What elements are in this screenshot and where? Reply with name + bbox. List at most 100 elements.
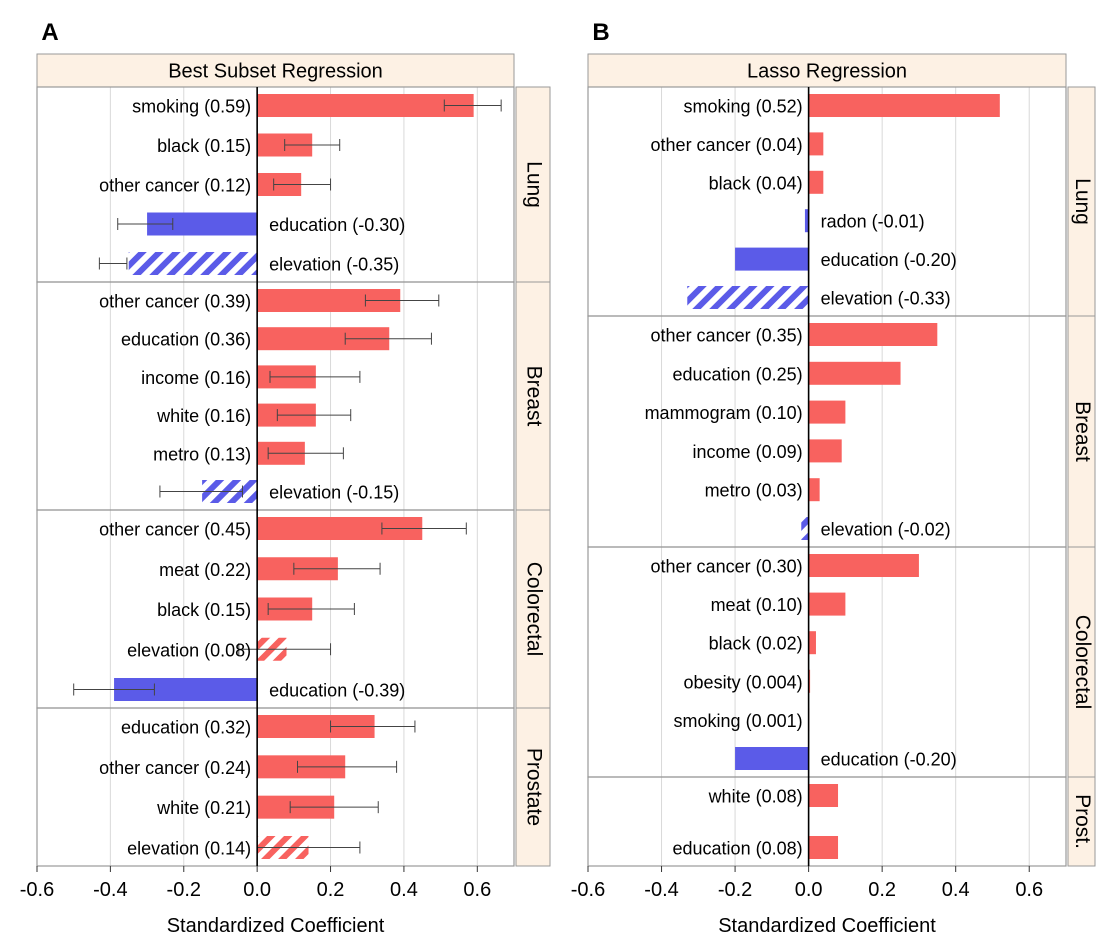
bar-label: elevation (-0.35) <box>269 255 399 275</box>
bar-label: other cancer (0.24) <box>99 758 251 778</box>
bar <box>735 247 809 271</box>
x-tick-label: 0.6 <box>463 879 491 901</box>
x-tick-label: 0.0 <box>795 879 823 901</box>
facet-strip <box>515 707 551 867</box>
bar <box>808 361 901 385</box>
bar <box>801 517 809 540</box>
facet-strip <box>1067 776 1096 867</box>
bar <box>257 517 423 540</box>
bar-label: education (-0.30) <box>269 215 405 235</box>
bar <box>257 327 390 351</box>
bar-label: black (0.02) <box>709 634 803 654</box>
bar-label: education (0.32) <box>121 718 251 738</box>
plot-area <box>37 87 514 866</box>
bar-label: elevation (0.14) <box>127 839 251 859</box>
panel-letter: A <box>41 19 58 46</box>
bar-label: white (0.16) <box>156 406 251 426</box>
facet-strip <box>515 281 551 511</box>
bar-label: other cancer (0.45) <box>99 520 251 540</box>
bar-label: other cancer (0.30) <box>651 557 803 577</box>
facet-label: Breast <box>1071 401 1094 462</box>
facet-label: Lung <box>1071 178 1094 225</box>
facet-strip <box>515 509 551 709</box>
bar <box>147 212 258 236</box>
bar <box>808 94 1000 117</box>
panel-title: Best Subset Regression <box>168 61 383 83</box>
bar-label: white (0.08) <box>708 787 803 807</box>
bar-label: meat (0.22) <box>159 560 251 580</box>
x-tick-label: 0.4 <box>942 879 970 901</box>
x-tick-label: 0.4 <box>390 879 418 901</box>
bar-label: metro (0.03) <box>705 481 803 501</box>
panel-letter: B <box>592 19 609 46</box>
facet-frame <box>587 776 1067 867</box>
bar <box>808 323 938 346</box>
x-axis-title: Standardized Coefficient <box>167 915 385 937</box>
bar-label: smoking (0.001) <box>674 711 803 731</box>
panel-B: B Lasso Regression Lung smoking (0.52) other… <box>571 19 1096 937</box>
facet-frame <box>36 707 515 867</box>
bar-label: metro (0.13) <box>153 444 251 464</box>
panel-title: Lasso Regression <box>747 61 907 83</box>
x-tick-label: 0.0 <box>243 879 271 901</box>
x-tick-label: -0.4 <box>93 879 127 901</box>
bar-label: elevation (-0.15) <box>269 483 399 503</box>
bar <box>808 132 824 156</box>
bar-label: other cancer (0.04) <box>651 135 803 155</box>
facet-label: Prost. <box>1071 794 1094 849</box>
bar-label: white (0.21) <box>156 798 251 818</box>
facet-label: Breast <box>523 366 546 427</box>
facet-strip <box>1067 546 1096 778</box>
bar <box>808 439 842 463</box>
bar-label: black (0.04) <box>709 173 803 193</box>
bar-label: black (0.15) <box>157 600 251 620</box>
x-tick-label: -0.2 <box>718 879 752 901</box>
x-tick-label: -0.4 <box>644 879 678 901</box>
bar <box>808 784 839 807</box>
bar-label: other cancer (0.12) <box>99 176 251 196</box>
bar-label: other cancer (0.35) <box>651 326 803 346</box>
x-tick-label: -0.2 <box>167 879 201 901</box>
bar <box>114 678 258 701</box>
title-strip <box>36 53 515 88</box>
bar <box>808 631 816 655</box>
bar <box>808 836 839 859</box>
bar <box>257 289 401 312</box>
facet-label: Colorectal <box>523 562 546 657</box>
bar-label: income (0.16) <box>141 368 251 388</box>
bar <box>128 252 258 275</box>
bar-label: education (0.25) <box>673 364 803 384</box>
x-tick-label: 0.2 <box>317 879 345 901</box>
bar-label: education (0.36) <box>121 330 251 350</box>
bar-label: education (-0.20) <box>821 250 957 270</box>
x-axis-title: Standardized Coefficient <box>718 915 936 937</box>
bar-label: radon (-0.01) <box>821 212 925 232</box>
bar-label: smoking (0.52) <box>684 97 803 117</box>
facet-label: Colorectal <box>1071 615 1094 710</box>
bar-label: elevation (-0.02) <box>821 520 951 540</box>
bar <box>804 209 809 233</box>
bar-label: black (0.15) <box>157 136 251 156</box>
panel-A: A Best Subset Regression Lung smoking (0.59… <box>20 19 551 937</box>
bar <box>808 400 846 424</box>
bar-label: smoking (0.59) <box>132 97 251 117</box>
facet-strip <box>515 86 551 283</box>
bar <box>808 554 919 577</box>
x-tick-label: -0.6 <box>20 879 54 901</box>
bar-label: meat (0.10) <box>711 595 803 615</box>
facet-strip <box>1067 315 1096 548</box>
bar <box>257 715 375 738</box>
x-tick-label: -0.6 <box>571 879 605 901</box>
plot-area <box>588 87 1066 866</box>
bar-label: mammogram (0.10) <box>645 403 803 423</box>
bar <box>808 478 820 502</box>
bar-label: education (-0.39) <box>269 681 405 701</box>
bar-label: elevation (0.08) <box>127 640 251 660</box>
title-strip <box>587 53 1067 88</box>
facet-label: Prostate <box>523 748 546 826</box>
facet-label: Lung <box>523 161 546 208</box>
bar <box>687 286 809 309</box>
bar-label: elevation (-0.33) <box>821 289 951 309</box>
bar <box>257 94 474 117</box>
